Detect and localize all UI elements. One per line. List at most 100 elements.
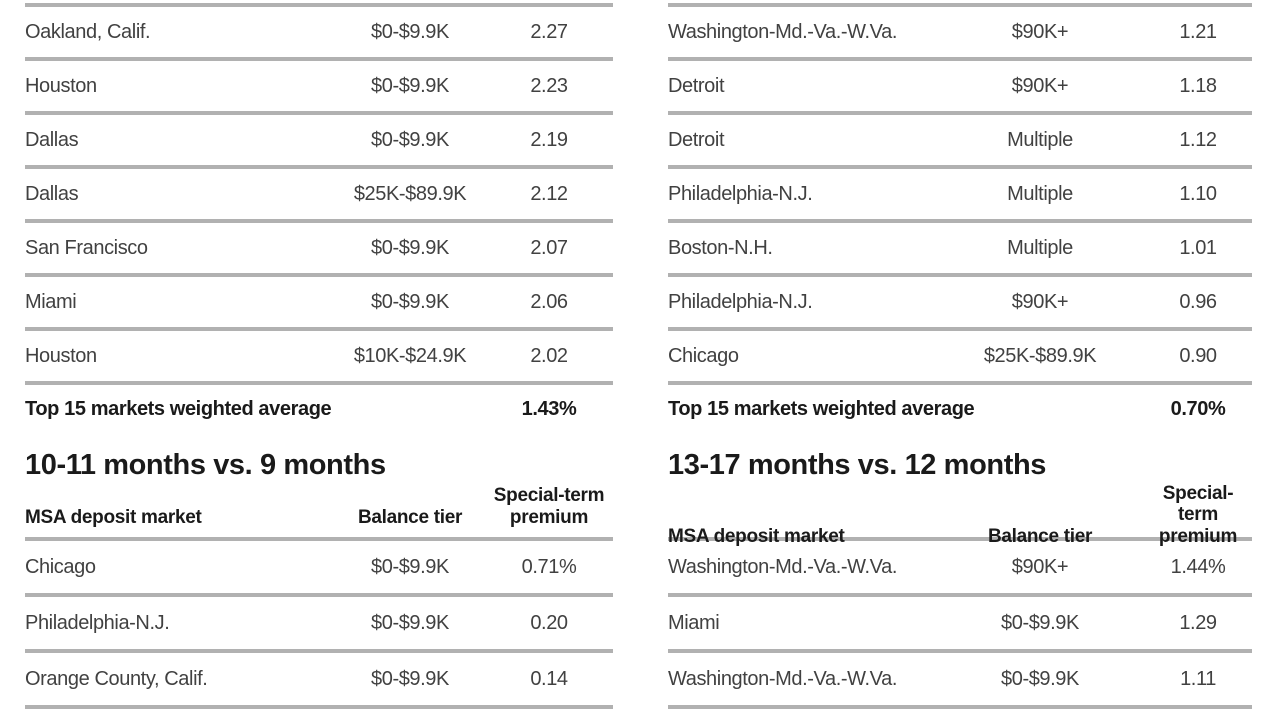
premium-cell: 1.44% — [1170, 555, 1226, 578]
market-cell: Dallas — [25, 128, 79, 151]
table-top-left: Oakland, Calif. $0-$9.9K 2.27 Houston $0… — [25, 3, 613, 433]
tier-cell: $0-$9.9K — [371, 611, 449, 634]
section-title: 10-11 months vs. 9 months — [25, 449, 386, 481]
row-divider — [25, 649, 613, 653]
market-cell: Chicago — [25, 555, 96, 578]
tier-cell: $0-$9.9K — [371, 667, 449, 690]
table-row: Washington-Md.-Va.-W.Va. $90K+ 1.44% — [668, 541, 1252, 593]
row-divider — [668, 111, 1252, 115]
market-cell: Houston — [25, 344, 97, 367]
section-10-11-months: 10-11 months vs. 9 months MSA deposit ma… — [25, 447, 613, 709]
table-top-right: Washington-Md.-Va.-W.Va. $90K+ 1.21 Detr… — [668, 3, 1252, 433]
table-row: Miami $0-$9.9K 2.06 — [25, 277, 613, 327]
row-divider — [668, 57, 1252, 61]
section-title: 13-17 months vs. 12 months — [668, 449, 1046, 481]
row-divider — [668, 165, 1252, 169]
row-divider — [668, 327, 1252, 331]
table-bottom-left: Chicago $0-$9.9K 0.71% Philadelphia-N.J.… — [25, 541, 613, 709]
summary-row: Top 15 markets weighted average 1.43% — [25, 385, 613, 433]
premium-cell: 1.21 — [1179, 20, 1217, 43]
table-bottom-rule — [25, 705, 613, 709]
premium-cell: 2.19 — [530, 128, 568, 151]
row-divider — [25, 165, 613, 169]
row-divider — [668, 649, 1252, 653]
tier-cell: $90K+ — [1011, 74, 1069, 97]
column-header-market: MSA deposit market — [25, 506, 202, 528]
premium-cell: 0.90 — [1179, 344, 1217, 367]
premium-cell: 0.96 — [1179, 290, 1217, 313]
row-divider — [25, 381, 613, 385]
table-row: Oakland, Calif. $0-$9.9K 2.27 — [25, 7, 613, 57]
table-row: Miami $0-$9.9K 1.29 — [668, 597, 1252, 649]
tier-cell: $0-$9.9K — [371, 20, 449, 43]
tier-cell: $10K-$24.9K — [353, 344, 467, 367]
premium-cell: 2.07 — [530, 236, 568, 259]
market-cell: Washington-Md.-Va.-W.Va. — [668, 20, 897, 43]
table-header-row: MSA deposit market Balance tier Special-… — [25, 483, 613, 537]
table-row: Houston $0-$9.9K 2.23 — [25, 61, 613, 111]
market-cell: Chicago — [668, 344, 739, 367]
premium-cell: 2.12 — [530, 182, 568, 205]
premium-cell: 2.23 — [530, 74, 568, 97]
table-row: Chicago $0-$9.9K 0.71% — [25, 541, 613, 593]
tier-cell: $0-$9.9K — [371, 290, 449, 313]
tier-cell: $0-$9.9K — [1001, 611, 1079, 634]
row-divider — [25, 273, 613, 277]
premium-cell: 1.11 — [1180, 667, 1216, 690]
table-row: Philadelphia-N.J. $0-$9.9K 0.20 — [25, 597, 613, 649]
table-row: Dallas $0-$9.9K 2.19 — [25, 115, 613, 165]
column-header-market: MSA deposit market — [668, 525, 845, 547]
row-divider — [668, 593, 1252, 597]
tier-cell: $90K+ — [1011, 20, 1069, 43]
premium-cell: 1.01 — [1179, 236, 1217, 259]
premium-cell: 2.06 — [530, 290, 568, 313]
tier-cell: Multiple — [1007, 236, 1073, 259]
market-cell: Washington-Md.-Va.-W.Va. — [668, 667, 897, 690]
table-row: San Francisco $0-$9.9K 2.07 — [25, 223, 613, 273]
row-divider — [25, 593, 613, 597]
row-divider — [668, 381, 1252, 385]
table-row: Boston-N.H. Multiple 1.01 — [668, 223, 1252, 273]
column-header-premium: Special-term premium — [1158, 483, 1238, 547]
table-row: Houston $10K-$24.9K 2.02 — [25, 331, 613, 381]
table-row: Dallas $25K-$89.9K 2.12 — [25, 169, 613, 219]
row-divider — [25, 327, 613, 331]
section-13-17-months: 13-17 months vs. 12 months MSA deposit m… — [668, 447, 1252, 709]
premium-cell: 0.14 — [530, 667, 568, 690]
summary-row: Top 15 markets weighted average 0.70% — [668, 385, 1252, 433]
header-divider — [668, 537, 1252, 541]
right-column: Washington-Md.-Va.-W.Va. $90K+ 1.21 Detr… — [668, 0, 1252, 709]
table-row: Philadelphia-N.J. $90K+ 0.96 — [668, 277, 1252, 327]
tier-cell: $0-$9.9K — [371, 236, 449, 259]
market-cell: Philadelphia-N.J. — [668, 290, 813, 313]
market-cell: Houston — [25, 74, 97, 97]
tier-cell: $0-$9.9K — [1001, 667, 1079, 690]
table-row: Washington-Md.-Va.-W.Va. $0-$9.9K 1.11 — [668, 653, 1252, 705]
premium-cell: 0.71% — [521, 555, 577, 578]
market-cell: Detroit — [668, 128, 725, 151]
left-column: Oakland, Calif. $0-$9.9K 2.27 Houston $0… — [25, 0, 613, 709]
table-row: Chicago $25K-$89.9K 0.90 — [668, 331, 1252, 381]
tier-cell: $25K-$89.9K — [353, 182, 467, 205]
premium-cell: 1.18 — [1179, 74, 1217, 97]
tier-cell: Multiple — [1007, 128, 1073, 151]
summary-label: Top 15 markets weighted average — [668, 397, 975, 420]
row-divider — [668, 273, 1252, 277]
premium-cell: 2.27 — [530, 20, 568, 43]
market-cell: Dallas — [25, 182, 79, 205]
table-bottom-right: Washington-Md.-Va.-W.Va. $90K+ 1.44% Mia… — [668, 541, 1252, 709]
row-divider — [25, 219, 613, 223]
table-header-row: MSA deposit market Balance tier Special-… — [668, 483, 1252, 547]
row-divider — [25, 57, 613, 61]
table-row: Philadelphia-N.J. Multiple 1.10 — [668, 169, 1252, 219]
column-header-tier: Balance tier — [987, 525, 1093, 547]
row-divider — [25, 3, 613, 7]
header-divider — [25, 537, 613, 541]
premium-cell: 1.12 — [1179, 128, 1217, 151]
market-cell: Washington-Md.-Va.-W.Va. — [668, 555, 897, 578]
row-divider — [668, 219, 1252, 223]
table-row: Orange County, Calif. $0-$9.9K 0.14 — [25, 653, 613, 705]
tier-cell: $0-$9.9K — [371, 128, 449, 151]
table-row: Detroit Multiple 1.12 — [668, 115, 1252, 165]
